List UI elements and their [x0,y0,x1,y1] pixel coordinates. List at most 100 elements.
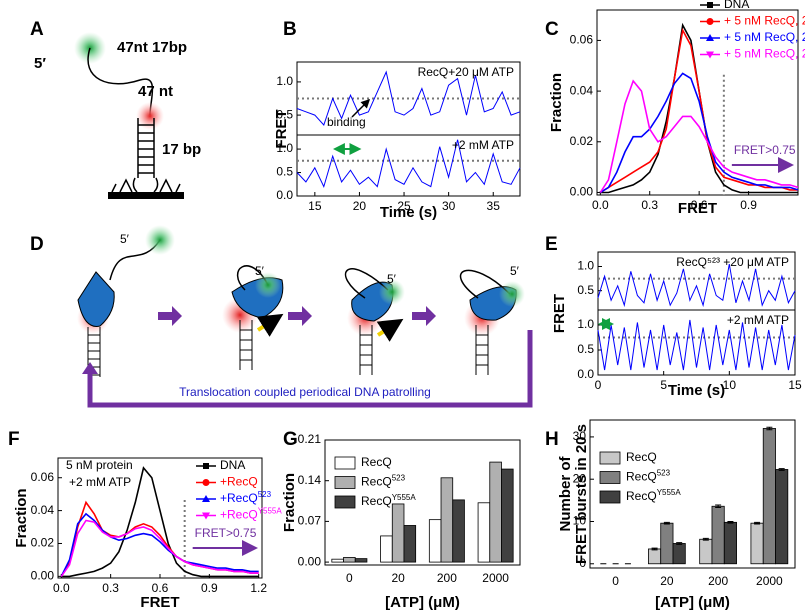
bar [428,519,442,563]
y-axis-label: FRET [551,294,568,333]
legend-label: DNA [724,0,749,11]
plot-frame [596,9,799,196]
panel-label: C [545,19,559,40]
y-tick-label: 0.00 [570,185,594,199]
y-tick-label: 1.0 [577,317,594,331]
step-arrows [158,306,436,326]
legend-marker [707,2,713,8]
five-prime: 5′ [255,264,265,278]
y-tick-label: 0.5 [577,283,594,297]
threshold-annotation: FRET>0.75 [195,526,257,540]
legend-swatch [599,451,621,465]
diagram-d: D 5′ 5′ 5′ 5′ Translocation coupled peri… [30,225,533,408]
y-tick-label: 1.0 [577,259,594,273]
y-tick-label: 0.00 [31,569,55,583]
legend-name: +RecQ [220,475,258,489]
x-tick-label: 15 [788,378,802,392]
y-tick-label: 0.02 [570,134,594,148]
surface [108,192,184,199]
legend-name: +RecQ [220,508,258,522]
y-tick-label: 0.21 [298,432,322,446]
legend-label: RecQ [626,450,657,464]
trace-line [296,70,521,126]
legend-label: +RecQY555A [220,506,282,522]
x-tick-label: 200 [437,571,457,585]
series-line [599,79,799,193]
y-tick-label: 0.0 [577,367,594,381]
error-bar [754,521,761,525]
binding-note: binding [327,115,366,129]
legend-label: + 5 nM RecQ, 2 mM ATP [724,47,805,61]
panel-label: G [283,429,298,450]
cycle-arrow-head [82,362,98,374]
legend-marker [202,512,210,520]
legend-name: RecQ [626,470,657,484]
x-tick-label: 5 [660,378,667,392]
threshold-annotation: FRET>0.75 [734,143,796,157]
bar [354,558,368,563]
error-bar [778,468,785,471]
series-line [60,519,259,577]
legend-name: RecQ [626,489,657,503]
legend-sup: Y555A [392,493,417,502]
x-tick-label: 0 [346,571,353,585]
panel-label: B [283,19,297,40]
five-prime: 5′ [387,272,397,286]
error-bar [676,542,683,545]
caption: Translocation coupled periodical DNA pat… [179,385,431,399]
legend-swatch [334,495,356,509]
x-axis-label: FRET [140,594,179,611]
legend-label: RecQ [361,455,392,469]
plot-frame [597,309,796,376]
legend-name: RecQ [361,475,392,489]
bar [440,477,454,563]
x-tick-label: 0 [595,378,602,392]
five-prime: 5′ [510,264,520,278]
legend-marker [706,51,714,59]
acceptor-dye [136,102,164,130]
legend-label: RecQ523 [626,468,671,484]
x-tick-label: 2000 [482,571,509,585]
panel-label: H [545,429,559,450]
x-axis-label: Time (s) [668,382,725,399]
x-tick-label: 30 [442,199,456,213]
state-4: 5′ [459,264,525,375]
diagram-a: A 5′ 47nt 17bp 47 nt 17 bp [30,19,201,199]
y-tick-label: 0.06 [570,33,594,47]
y-axis-label: Fraction [281,473,298,532]
y-tick-label: 30 [573,429,587,443]
panel-label: F [8,429,20,450]
x-tick-label: 20 [391,571,405,585]
cycle-arrow [87,330,533,408]
trace-annotation: +2 mM ATP [452,138,514,152]
x-tick-label: 0.3 [641,198,658,212]
legend-label: RecQ523 [361,473,406,489]
error-bar [715,504,722,509]
y-axis-label: Fraction [13,488,30,547]
x-tick-label: 0.6 [152,581,169,595]
x-tick-label: 0.9 [740,198,757,212]
legend-swatch [334,476,356,489]
trace-annotation: +2 mM ATP [727,313,789,327]
y-tick-label: 0.5 [577,342,594,356]
bar [452,499,465,563]
x-tick-label: 200 [708,574,728,588]
bar [477,502,491,563]
state-3: 5′ [344,268,405,375]
x-tick-label: 0.6 [691,198,708,212]
x-tick-label: 20 [353,199,367,213]
error-bar [651,547,658,551]
series-line [599,72,799,194]
chart-f: 0.00 0.02 0.04 0.06 0.0 0.3 0.6 0.9 1.2 FRET>0.75… [8,429,282,611]
bar [403,525,417,563]
x-tick-label: 1.2 [250,581,267,595]
condition-note: +2 mM ATP [69,475,131,489]
x-axis-label: [ATP] (μM) [385,594,460,611]
bar [672,543,686,565]
state-1: 5′ [77,225,175,377]
bar [762,428,776,565]
legend-marker [706,18,714,25]
